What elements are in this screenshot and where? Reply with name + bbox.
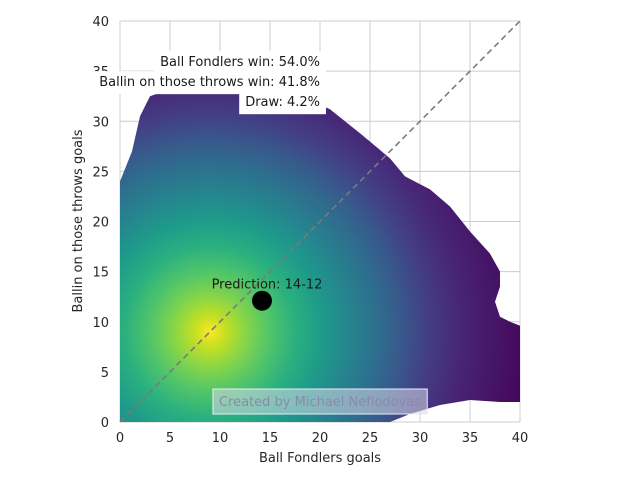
annotation-box	[93, 71, 326, 95]
x-tick-label: 15	[262, 431, 279, 446]
y-tick-label: 15	[92, 266, 109, 281]
y-tick-label: 5	[101, 366, 109, 381]
watermark-box	[212, 388, 428, 415]
y-tick-label: 20	[92, 216, 109, 231]
x-tick-label: 25	[362, 431, 379, 446]
annotation-box	[239, 91, 326, 115]
diagonal-reference-line	[119, 20, 521, 423]
x-axis-ticks: 0 5 10 15 20 25 30 35 40	[116, 431, 528, 446]
win-probability-annotations: Ball Fondlers win: 54.0% Ballin on those …	[93, 51, 326, 115]
x-axis-label: Ball Fondlers goals	[259, 451, 381, 466]
y-tick-label: 10	[92, 316, 109, 331]
annotation-box	[154, 51, 326, 75]
annotation-text: Ballin on those throws win: 41.8%	[99, 75, 320, 90]
density-region	[120, 88, 520, 422]
annotation: Draw: 4.2%	[239, 91, 326, 115]
y-tick-label: 25	[92, 165, 109, 180]
annotation-text: Draw: 4.2%	[245, 95, 320, 110]
x-tick-label: 35	[462, 431, 479, 446]
x-tick-label: 40	[512, 431, 529, 446]
y-axis-label: Ballin on those throws goals	[71, 129, 86, 312]
x-tick-label: 0	[116, 431, 124, 446]
y-tick-label: 40	[92, 15, 109, 30]
y-tick-label: 0	[101, 416, 109, 431]
annotation: Ballin on those throws win: 41.8%	[93, 71, 326, 95]
watermark-text: Created by Michael Nefiodovas	[219, 395, 421, 410]
x-tick-label: 30	[412, 431, 429, 446]
x-tick-label: 20	[312, 431, 329, 446]
y-tick-label: 30	[92, 115, 109, 130]
x-tick-label: 10	[212, 431, 229, 446]
annotation: Ball Fondlers win: 54.0%	[154, 51, 326, 75]
x-tick-label: 5	[166, 431, 174, 446]
prediction-label: Prediction: 14-12	[212, 278, 323, 293]
annotation-text: Ball Fondlers win: 54.0%	[160, 55, 320, 70]
prediction-point	[252, 290, 272, 311]
